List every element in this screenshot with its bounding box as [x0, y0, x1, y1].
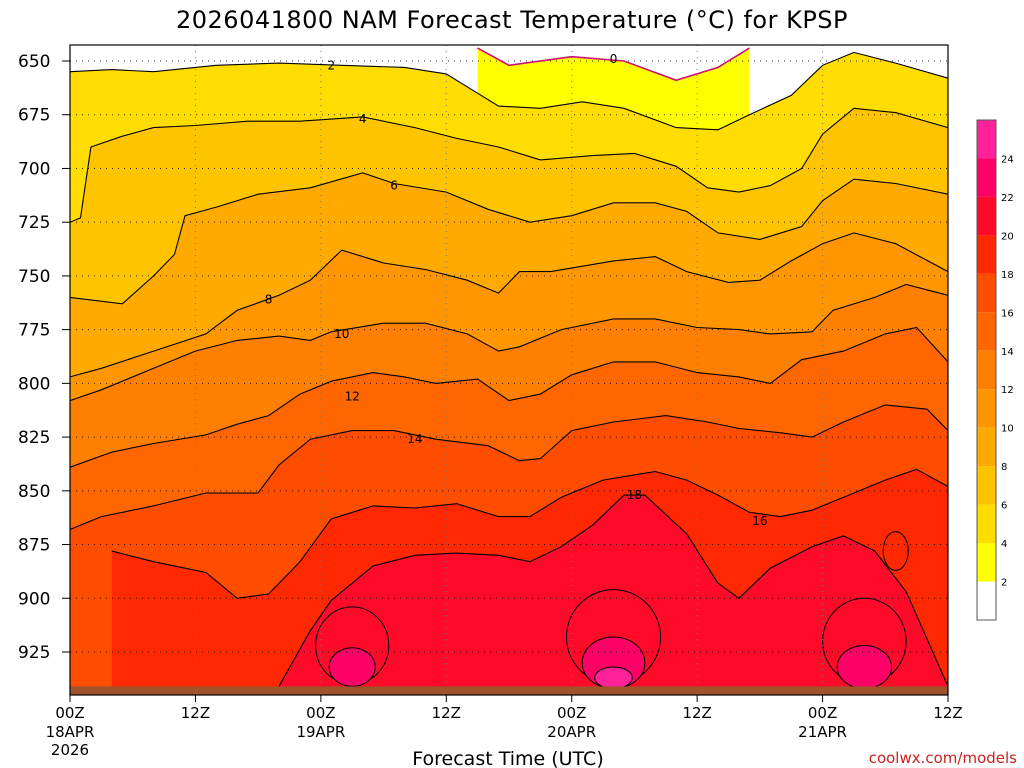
y-tick-label-725: 725 [18, 213, 50, 233]
x-tick-label-72: 00Z [808, 704, 837, 722]
core-21apr-aloft [882, 531, 909, 571]
colorbar-label-4: 4 [1001, 539, 1007, 550]
colorbar-label-18: 18 [1001, 270, 1014, 281]
contour-label-14: 14 [407, 432, 422, 446]
colorbar-swatch-1 [977, 543, 996, 582]
y-tick-label-750: 750 [18, 267, 50, 287]
colorbar-swatch-10 [977, 196, 996, 236]
x-tick-label-0: 00Z [55, 704, 84, 722]
colorbar-label-16: 16 [1001, 308, 1014, 319]
contour-line-14 [69, 404, 949, 531]
colorbar-swatch-12 [977, 120, 996, 159]
contour-layer: 0 2 4 6 8 10 12 14 16 18 [69, 47, 949, 687]
terrain-surface [70, 686, 948, 695]
x-axis-label: Forecast Time (UTC) [412, 748, 603, 768]
colorbar-swatch-2 [977, 504, 996, 544]
colorbar-label-8: 8 [1001, 462, 1007, 473]
chart-title: 2026041800 NAM Forecast Temperature (°C)… [176, 6, 848, 34]
x-tick-label-36: 12Z [432, 704, 461, 722]
plot-frame [69, 44, 949, 696]
colorbar-swatch-5 [977, 389, 996, 428]
y-axis: 650 675 700 725 750 775 800 825 850 875 900 925 [18, 52, 70, 663]
x-tick-label-24: 00Z [306, 704, 335, 722]
colorbar-label-24: 24 [1001, 154, 1014, 165]
x-tick-date-48: 20APR [547, 723, 596, 741]
contour-line-0 [477, 47, 750, 82]
contour-line-6 [69, 172, 949, 305]
colorbar-swatch-7 [977, 312, 996, 351]
contour-label-2: 2 [327, 58, 335, 72]
colorbar-swatch-11 [977, 158, 996, 197]
colorbar-label-12: 12 [1001, 385, 1014, 396]
colorbar-label-6: 6 [1001, 501, 1007, 512]
contour-label-4: 4 [359, 112, 367, 126]
y-tick-label-775: 775 [18, 321, 50, 341]
contour-label-0: 0 [610, 52, 618, 66]
y-tick-label-675: 675 [18, 106, 50, 126]
contour-line-8 [69, 232, 949, 378]
y-tick-label-850: 850 [18, 482, 50, 502]
y-tick-label-700: 700 [18, 159, 50, 179]
contour-label-10: 10 [334, 327, 349, 341]
temperature-fill-layer [70, 45, 949, 696]
core-21apr-22 [836, 645, 893, 690]
y-tick-label-825: 825 [18, 428, 50, 448]
contour-label-6: 6 [390, 179, 398, 193]
x-tick-date-72: 21APR [798, 723, 847, 741]
colorbar-swatch-3 [977, 466, 996, 505]
contour-label-16: 16 [752, 514, 767, 528]
x-tick-label-12: 12Z [181, 704, 210, 722]
colorbar-label-2: 2 [1001, 578, 1007, 589]
colorbar-label-14: 14 [1001, 347, 1014, 358]
grid-layer [70, 45, 948, 695]
x-tick-label-84: 12Z [933, 704, 962, 722]
contour-line-16 [111, 468, 949, 599]
y-tick-label-900: 900 [18, 589, 50, 609]
colorbar-label-10: 10 [1001, 424, 1014, 435]
colorbar-swatch-9 [977, 235, 996, 274]
x-tick-label-60: 12Z [682, 704, 711, 722]
ground-layer [70, 686, 948, 695]
contour-label-8: 8 [265, 293, 273, 307]
colorbar-swatch-4 [977, 427, 996, 467]
contour-line-2 [69, 51, 949, 131]
core-19apr-22 [328, 647, 376, 687]
contour-line-12 [69, 326, 949, 468]
colorbar-swatch-0 [977, 581, 996, 620]
contour-line-10 [69, 283, 949, 402]
colorbar-swatch-8 [977, 273, 996, 313]
contour-label-18: 18 [627, 488, 642, 502]
y-tick-label-800: 800 [18, 374, 50, 394]
colorbar-label-20: 20 [1001, 231, 1014, 242]
colorbar-swatch-6 [977, 350, 996, 390]
colorbar-label-22: 22 [1001, 193, 1014, 204]
x-tick-label-48: 00Z [557, 704, 586, 722]
x-tick-date-0: 18APR [46, 723, 95, 741]
contour-label-12: 12 [345, 389, 360, 403]
core-20apr-24 [594, 666, 633, 690]
y-tick-label-925: 925 [18, 643, 50, 663]
y-tick-label-650: 650 [18, 52, 50, 72]
y-tick-label-875: 875 [18, 536, 50, 556]
x-tick-date-24: 19APR [296, 723, 345, 741]
contour-line-18 [278, 494, 949, 687]
source-credit: coolwx.com/models [869, 749, 1017, 767]
contour-line-4 [69, 107, 949, 223]
x-tick-year-0: 2026 [51, 741, 89, 759]
colorbar-frame [976, 119, 997, 621]
